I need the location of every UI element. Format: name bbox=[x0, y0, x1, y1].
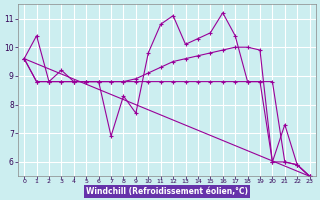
X-axis label: Windchill (Refroidissement éolien,°C): Windchill (Refroidissement éolien,°C) bbox=[86, 187, 248, 196]
